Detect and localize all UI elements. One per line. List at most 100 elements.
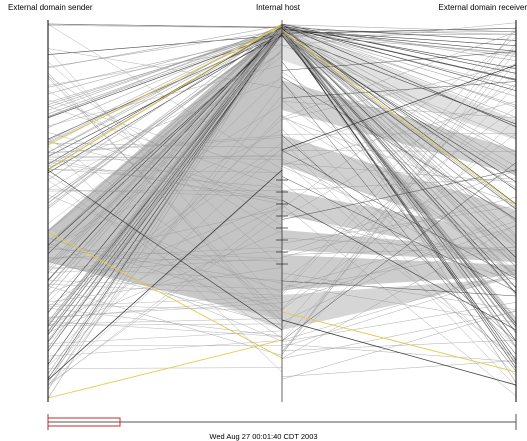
highlighted-flow-line xyxy=(47,25,283,146)
right-flow-line xyxy=(281,319,517,386)
right-flow-line xyxy=(281,204,517,397)
right-flow-line xyxy=(281,170,517,254)
right-flow-line xyxy=(281,61,517,355)
axis-title-internal-host: Internal host xyxy=(255,3,301,12)
right-flow-line xyxy=(281,162,517,183)
left-flow-line xyxy=(47,367,283,369)
left-flow-line xyxy=(47,205,283,327)
right-flow-line xyxy=(281,162,517,342)
left-flow-line xyxy=(47,142,283,307)
highlighted-flow-line xyxy=(47,23,283,171)
left-flow-line xyxy=(47,317,283,325)
left-flow-line xyxy=(47,174,283,320)
left-flow-line xyxy=(47,24,283,141)
right-flow-line xyxy=(281,128,517,377)
left-flow-line xyxy=(47,31,283,375)
right-flow-line xyxy=(281,224,517,359)
left-flow-line xyxy=(47,284,283,296)
right-flow-line xyxy=(281,205,517,244)
left-flow-line xyxy=(47,340,283,357)
right-flow-band xyxy=(282,278,516,330)
right-flow-line xyxy=(281,33,517,295)
highlighted-flow-line xyxy=(47,339,283,399)
right-flow-line xyxy=(281,210,517,281)
right-flow-line xyxy=(281,246,517,291)
axis-title-external-sender: External domain sender xyxy=(8,3,93,12)
left-flow-line xyxy=(47,330,283,344)
right-flow-line xyxy=(281,28,517,174)
left-flow-line xyxy=(47,297,283,319)
right-flow-line xyxy=(281,150,517,152)
time-slider[interactable] xyxy=(47,414,517,430)
right-flow-line xyxy=(281,24,517,118)
right-flow-line xyxy=(281,221,517,289)
left-flow-line xyxy=(47,31,283,399)
left-flow-line xyxy=(47,23,283,28)
left-flow-line xyxy=(47,156,283,158)
right-flow-line xyxy=(281,42,517,355)
right-flow-line xyxy=(281,24,517,108)
left-flow-line xyxy=(47,25,283,69)
right-flow-line xyxy=(281,176,517,292)
right-flow-line xyxy=(281,87,517,278)
left-flow-line xyxy=(47,50,283,232)
left-flow-line xyxy=(47,95,283,378)
left-flow-line xyxy=(47,154,283,162)
left-flow-line xyxy=(47,78,283,168)
left-flow-line xyxy=(47,72,283,327)
left-flow-line xyxy=(47,169,283,173)
left-flow-line xyxy=(47,169,283,331)
right-flow-line xyxy=(281,71,517,221)
left-flow-line xyxy=(47,208,283,261)
right-flow-line xyxy=(281,237,517,251)
right-flow-line xyxy=(281,115,517,264)
right-flow-line xyxy=(281,83,517,272)
left-flow-line xyxy=(47,135,283,154)
left-flow-line xyxy=(47,35,283,157)
right-flow-line xyxy=(281,27,517,167)
right-flow-line xyxy=(281,34,517,176)
left-flow-line xyxy=(47,261,283,326)
left-flow-line xyxy=(47,27,283,281)
left-flow-line xyxy=(47,105,283,188)
left-flow-line xyxy=(47,155,283,160)
right-flow-line xyxy=(281,169,517,220)
right-flow-line xyxy=(281,150,517,279)
right-flow-line xyxy=(281,196,517,258)
left-flow-line xyxy=(47,230,283,333)
left-flow-line xyxy=(47,29,283,209)
right-flow-line xyxy=(281,177,517,191)
right-flow-line xyxy=(281,360,517,377)
right-flow-line xyxy=(281,50,517,352)
slider-window-handle[interactable] xyxy=(47,417,121,427)
left-flow-line xyxy=(47,147,283,367)
right-flow-line xyxy=(281,159,517,362)
right-flow-line xyxy=(281,31,517,223)
right-flow-line xyxy=(281,311,517,359)
left-flow-line xyxy=(47,48,283,89)
left-flow-line xyxy=(47,194,283,293)
left-flow-line xyxy=(47,44,283,86)
left-flow-line xyxy=(47,248,283,259)
left-flow-line xyxy=(47,34,283,140)
right-flow-line xyxy=(281,101,517,119)
left-flow-line xyxy=(47,257,283,274)
right-flow-line xyxy=(281,24,517,33)
right-flow-line xyxy=(281,182,517,359)
left-flow-line xyxy=(47,266,283,281)
left-flow-line xyxy=(47,49,283,306)
right-flow-line xyxy=(281,26,517,41)
left-flow-line xyxy=(47,55,283,242)
right-flow-line xyxy=(281,34,517,54)
left-flow-line xyxy=(47,90,283,234)
right-flow-line xyxy=(281,26,517,355)
left-flow-line xyxy=(47,25,283,29)
right-flow-line xyxy=(281,133,517,310)
right-flow-line xyxy=(281,32,517,294)
left-flow-line xyxy=(47,202,283,294)
left-flow-line xyxy=(47,27,283,246)
right-flow-line xyxy=(281,210,517,323)
left-flow-line xyxy=(47,24,283,245)
